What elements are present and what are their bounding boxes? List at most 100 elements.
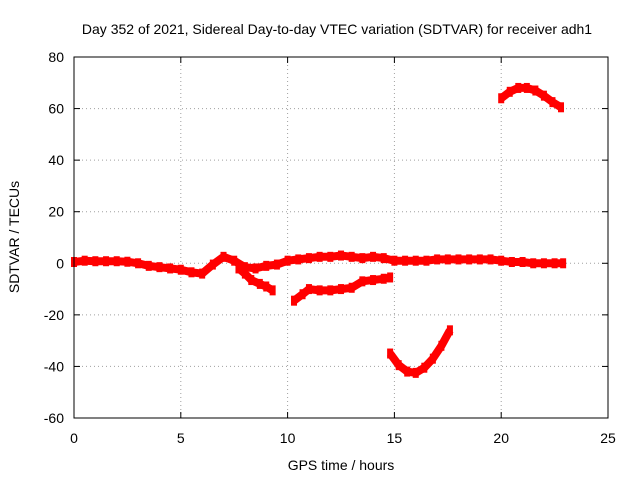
data-point <box>156 262 163 273</box>
data-point <box>305 253 312 264</box>
data-point <box>508 256 515 267</box>
data-point <box>560 258 567 269</box>
data-point <box>299 289 306 300</box>
data-point <box>515 82 522 93</box>
y-tick-label: 20 <box>48 204 64 220</box>
x-tick-label: 20 <box>493 430 509 446</box>
data-point <box>327 251 334 262</box>
data-point <box>404 366 411 377</box>
data-point <box>177 264 184 275</box>
data-point <box>284 255 291 266</box>
data-point <box>145 260 152 271</box>
data-point <box>402 255 409 266</box>
data-point <box>532 85 539 96</box>
data-point <box>412 367 419 378</box>
data-point <box>256 278 263 289</box>
grid <box>74 57 608 418</box>
y-tick-label: 40 <box>48 152 64 168</box>
chart-title: Day 352 of 2021, Sidereal Day-to-day VTE… <box>82 21 592 37</box>
data-point <box>188 267 195 278</box>
x-tick-label: 5 <box>177 430 185 446</box>
data-point <box>220 251 227 262</box>
data-point <box>551 258 558 269</box>
data-point <box>434 254 441 265</box>
data-point <box>387 272 394 283</box>
data-point <box>338 250 344 261</box>
data-point <box>421 362 428 373</box>
plot-frame <box>73 56 609 419</box>
data-point <box>395 360 402 371</box>
x-tick-label: 25 <box>600 430 616 446</box>
data-point <box>370 275 377 286</box>
data-point <box>523 82 530 93</box>
data-point <box>231 255 238 266</box>
data-point <box>248 275 255 286</box>
data-point <box>387 348 394 359</box>
data-point <box>263 260 270 271</box>
data-point <box>295 254 302 265</box>
data-point <box>549 97 556 108</box>
data-point <box>269 285 276 296</box>
data-point <box>263 281 270 292</box>
data-point <box>199 268 206 279</box>
data-series <box>71 82 567 378</box>
data-point <box>506 86 513 97</box>
data-point <box>540 258 547 269</box>
data-point <box>519 256 526 267</box>
data-point <box>235 263 242 274</box>
data-point <box>530 258 537 269</box>
data-point <box>438 340 445 351</box>
data-point <box>446 325 453 336</box>
data-point <box>370 251 377 262</box>
data-point <box>327 285 334 296</box>
x-tick-label: 10 <box>280 430 296 446</box>
x-axis-label: GPS time / hours <box>288 457 395 473</box>
y-tick-label: -40 <box>44 358 64 374</box>
data-point <box>167 263 174 274</box>
y-tick-label: 80 <box>48 49 64 65</box>
data-point <box>412 255 419 266</box>
x-tick-label: 15 <box>387 430 403 446</box>
y-tick-label: -60 <box>44 410 64 426</box>
y-axis-label: SDTVAR / TECUs <box>6 181 22 293</box>
data-point <box>380 253 387 264</box>
data-point <box>273 259 280 270</box>
data-point <box>359 276 366 287</box>
x-tick-label: 0 <box>70 430 78 446</box>
data-point <box>423 255 430 266</box>
data-point <box>558 102 565 113</box>
data-point <box>455 254 462 265</box>
data-point <box>209 259 216 270</box>
data-point <box>305 284 312 295</box>
data-point <box>498 93 505 104</box>
data-point <box>92 256 99 267</box>
data-point <box>241 262 248 273</box>
data-point <box>103 256 110 267</box>
axes: 0 5 10 15 20 25 -60 -40 -20 0 20 40 60 80 <box>44 49 616 446</box>
data-point <box>338 284 344 295</box>
data-point <box>316 285 323 296</box>
data-point <box>81 255 88 266</box>
y-tick-label: -20 <box>44 307 64 323</box>
data-point <box>391 255 398 266</box>
y-tick-label: 60 <box>48 101 64 117</box>
data-point <box>429 353 436 364</box>
y-tick-label: 0 <box>56 255 64 271</box>
data-point <box>359 253 366 264</box>
data-point <box>316 251 323 262</box>
data-point <box>348 251 355 262</box>
data-point <box>498 255 505 266</box>
data-point <box>487 254 494 265</box>
data-point <box>444 254 451 265</box>
data-point <box>476 254 483 265</box>
data-point <box>291 295 298 306</box>
data-point <box>135 258 142 269</box>
data-point <box>124 256 131 267</box>
data-point <box>113 256 120 267</box>
data-point <box>540 90 547 101</box>
data-point <box>466 254 473 265</box>
data-point <box>252 263 259 274</box>
data-point <box>241 268 248 279</box>
